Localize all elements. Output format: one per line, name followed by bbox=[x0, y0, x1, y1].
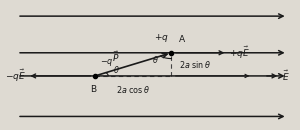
Text: B: B bbox=[91, 85, 97, 94]
Text: $-q$: $-q$ bbox=[100, 57, 113, 68]
Text: $\vec{E}$: $\vec{E}$ bbox=[282, 69, 289, 83]
Text: A: A bbox=[179, 35, 185, 44]
Text: $+q\vec{E}$: $+q\vec{E}$ bbox=[229, 45, 250, 61]
Text: $+q$: $+q$ bbox=[154, 32, 169, 44]
Text: $\vec{P}$: $\vec{P}$ bbox=[112, 50, 119, 64]
Text: $\theta$: $\theta$ bbox=[152, 54, 159, 65]
Text: $-q\vec{E}$: $-q\vec{E}$ bbox=[5, 68, 26, 84]
Text: $2a\ \sin\theta$: $2a\ \sin\theta$ bbox=[179, 59, 211, 70]
Text: $\theta$: $\theta$ bbox=[112, 64, 119, 75]
Text: $2a\ \cos\theta$: $2a\ \cos\theta$ bbox=[116, 84, 150, 95]
